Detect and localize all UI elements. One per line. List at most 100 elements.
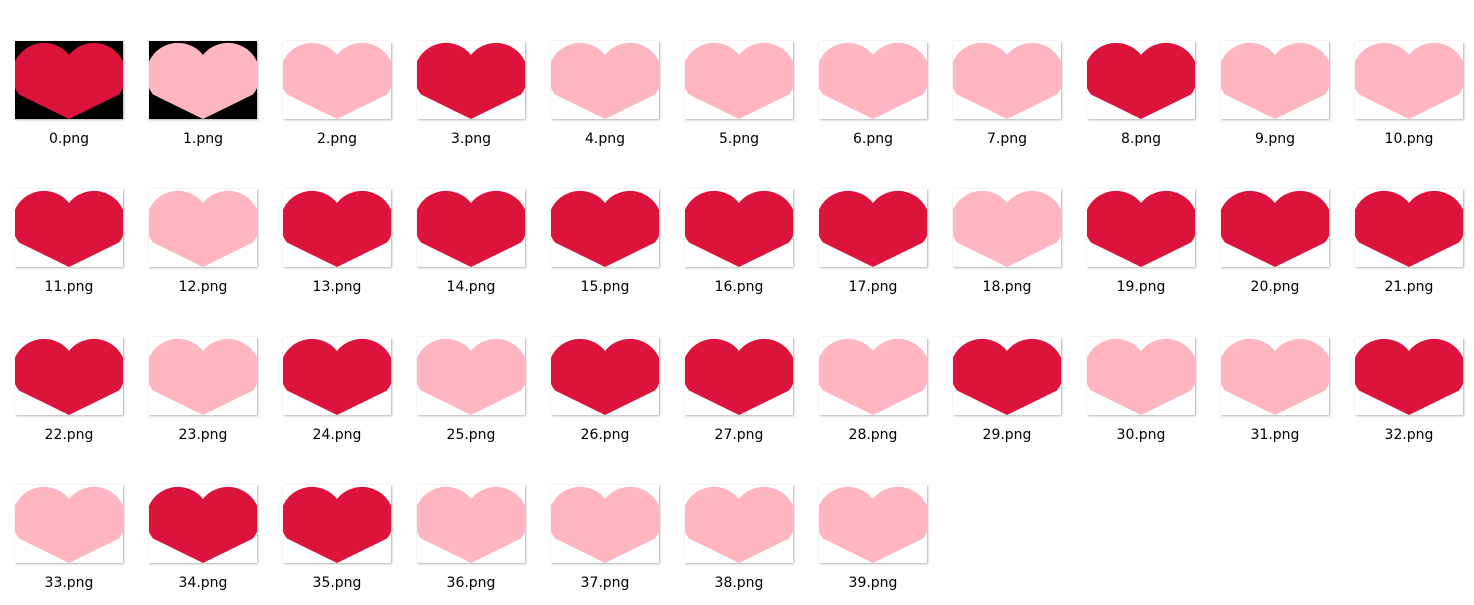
file-item-12[interactable]: 12.png (134, 189, 268, 309)
heart-icon (819, 42, 927, 119)
heart-image (819, 41, 927, 119)
file-item-13[interactable]: 13.png (268, 189, 402, 309)
heart-image (953, 41, 1061, 119)
heart-image (283, 189, 391, 267)
thumbnail (551, 41, 659, 119)
file-name-label: 27.png (714, 427, 764, 443)
file-name-label: 31.png (1250, 427, 1300, 443)
file-item-8[interactable]: 8.png (1072, 41, 1206, 161)
thumbnail (953, 41, 1061, 119)
file-item-29[interactable]: 29.png (938, 337, 1072, 457)
file-item-34[interactable]: 34.png (134, 485, 268, 605)
heart-icon (417, 190, 525, 267)
file-name-label: 2.png (316, 131, 357, 147)
heart-icon (149, 190, 257, 267)
file-name-label: 1.png (182, 131, 223, 147)
file-item-1[interactable]: 1.png (134, 41, 268, 161)
thumbnail (685, 485, 793, 563)
file-name-label: 18.png (982, 279, 1032, 295)
thumbnail (819, 189, 927, 267)
file-item-3[interactable]: 3.png (402, 41, 536, 161)
thumbnail (283, 41, 391, 119)
file-item-27[interactable]: 27.png (670, 337, 804, 457)
file-item-2[interactable]: 2.png (268, 41, 402, 161)
file-item-36[interactable]: 36.png (402, 485, 536, 605)
file-item-9[interactable]: 9.png (1206, 41, 1340, 161)
file-item-6[interactable]: 6.png (804, 41, 938, 161)
file-item-15[interactable]: 15.png (536, 189, 670, 309)
heart-icon (149, 42, 257, 119)
file-name-label: 25.png (446, 427, 496, 443)
file-item-10[interactable]: 10.png (1340, 41, 1474, 161)
heart-image (15, 337, 123, 415)
file-item-17[interactable]: 17.png (804, 189, 938, 309)
thumbnail (283, 337, 391, 415)
thumbnail (15, 189, 123, 267)
file-item-39[interactable]: 39.png (804, 485, 938, 605)
thumbnail (1355, 41, 1463, 119)
thumbnail (283, 189, 391, 267)
file-item-33[interactable]: 33.png (0, 485, 134, 605)
heart-icon (1087, 338, 1195, 415)
file-item-38[interactable]: 38.png (670, 485, 804, 605)
heart-icon (551, 190, 659, 267)
heart-icon (953, 42, 1061, 119)
file-item-11[interactable]: 11.png (0, 189, 134, 309)
heart-image (417, 41, 525, 119)
heart-image (15, 41, 123, 119)
thumbnail (551, 337, 659, 415)
file-item-26[interactable]: 26.png (536, 337, 670, 457)
heart-image (1087, 189, 1195, 267)
heart-image (283, 337, 391, 415)
heart-image (1355, 337, 1463, 415)
file-name-label: 13.png (312, 279, 362, 295)
file-item-30[interactable]: 30.png (1072, 337, 1206, 457)
heart-image (15, 485, 123, 563)
heart-icon (953, 338, 1061, 415)
heart-image (1221, 189, 1329, 267)
file-item-5[interactable]: 5.png (670, 41, 804, 161)
file-item-19[interactable]: 19.png (1072, 189, 1206, 309)
file-item-20[interactable]: 20.png (1206, 189, 1340, 309)
heart-icon (685, 190, 793, 267)
file-name-label: 0.png (48, 131, 89, 147)
file-item-16[interactable]: 16.png (670, 189, 804, 309)
heart-image (953, 189, 1061, 267)
file-name-label: 12.png (178, 279, 228, 295)
heart-icon (1355, 42, 1463, 119)
heart-icon (819, 190, 927, 267)
file-item-14[interactable]: 14.png (402, 189, 536, 309)
file-item-23[interactable]: 23.png (134, 337, 268, 457)
thumbnail (283, 485, 391, 563)
thumbnail (1087, 337, 1195, 415)
file-item-31[interactable]: 31.png (1206, 337, 1340, 457)
heart-icon (685, 338, 793, 415)
thumbnail (149, 337, 257, 415)
heart-image (1087, 337, 1195, 415)
heart-icon (1355, 190, 1463, 267)
heart-icon (819, 338, 927, 415)
thumbnail (819, 41, 927, 119)
file-item-37[interactable]: 37.png (536, 485, 670, 605)
heart-image (1355, 41, 1463, 119)
file-item-18[interactable]: 18.png (938, 189, 1072, 309)
file-item-24[interactable]: 24.png (268, 337, 402, 457)
file-item-35[interactable]: 35.png (268, 485, 402, 605)
thumbnail (149, 189, 257, 267)
file-item-28[interactable]: 28.png (804, 337, 938, 457)
file-name-label: 10.png (1384, 131, 1434, 147)
file-item-32[interactable]: 32.png (1340, 337, 1474, 457)
file-item-0[interactable]: 0.png (0, 41, 134, 161)
heart-image (685, 337, 793, 415)
file-item-4[interactable]: 4.png (536, 41, 670, 161)
thumbnail (417, 41, 525, 119)
heart-image (1221, 337, 1329, 415)
thumbnail (819, 337, 927, 415)
file-item-7[interactable]: 7.png (938, 41, 1072, 161)
file-item-25[interactable]: 25.png (402, 337, 536, 457)
heart-image (149, 41, 257, 119)
thumbnail (1355, 189, 1463, 267)
file-name-label: 39.png (848, 575, 898, 591)
file-item-22[interactable]: 22.png (0, 337, 134, 457)
file-item-21[interactable]: 21.png (1340, 189, 1474, 309)
